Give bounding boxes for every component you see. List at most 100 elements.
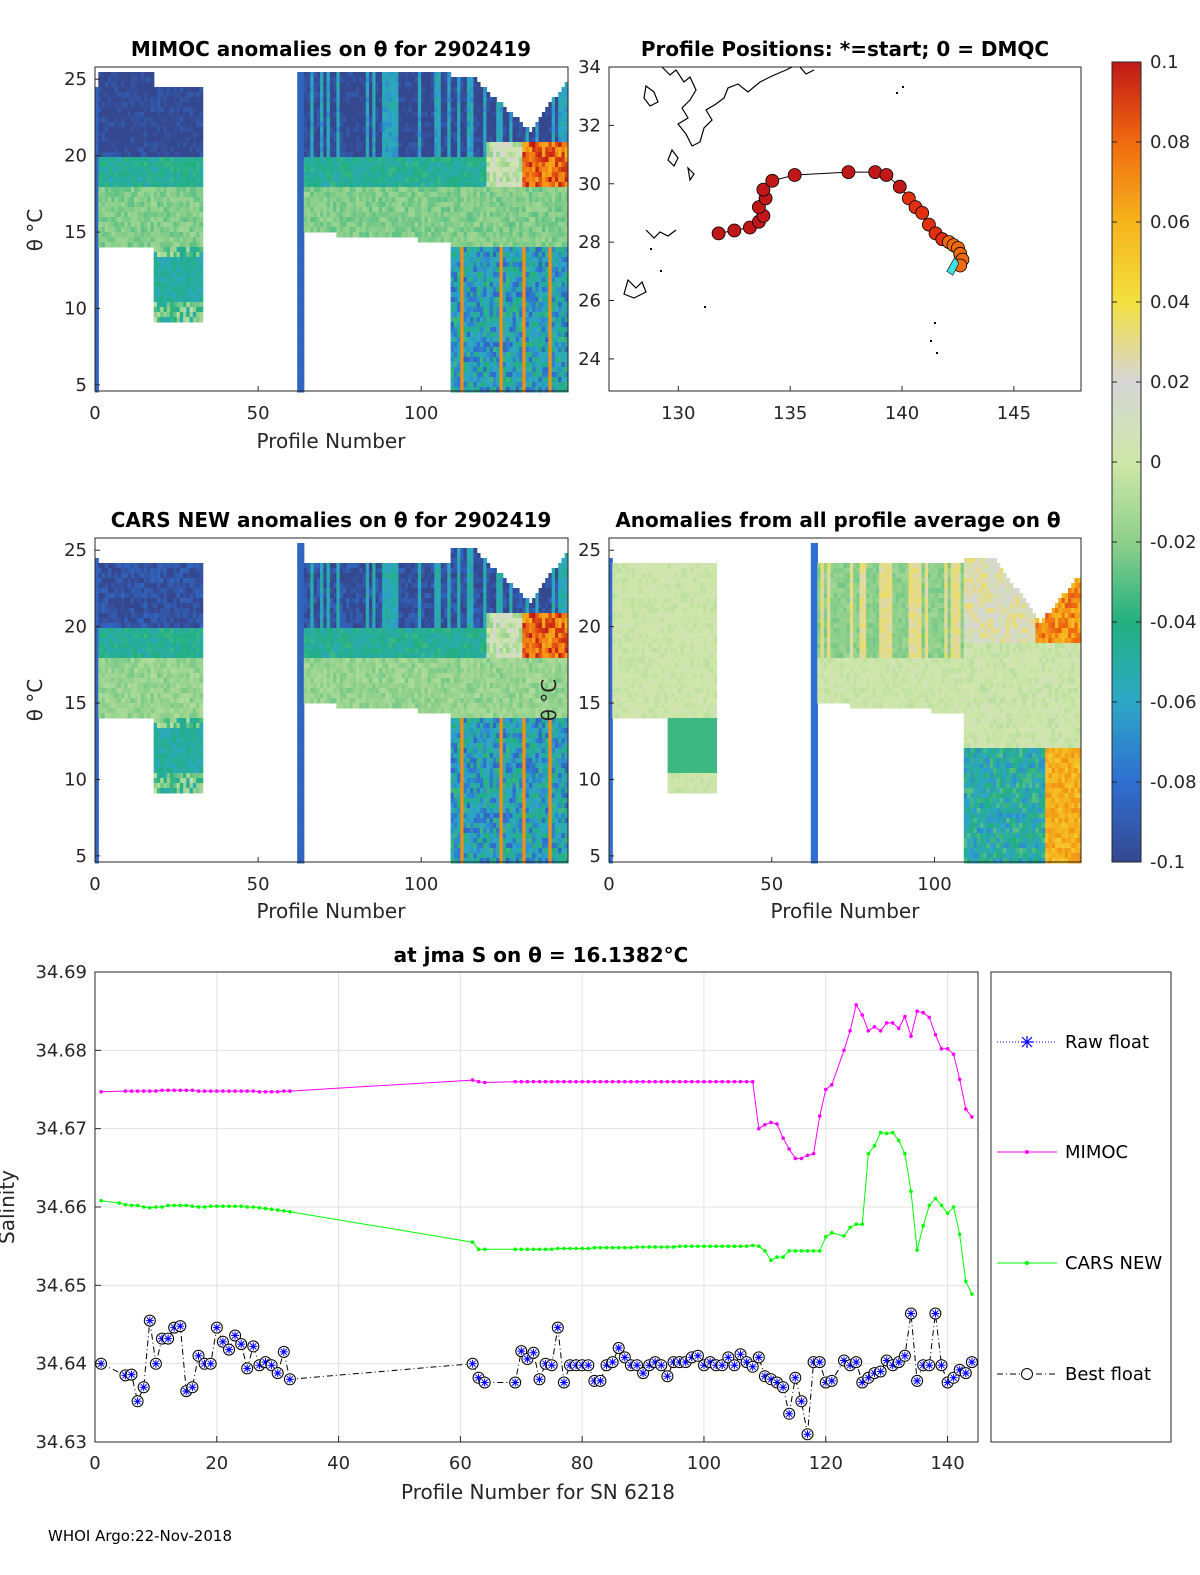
heat-cell: [199, 147, 203, 153]
heat-cell: [447, 107, 451, 113]
heat-cell: [516, 372, 520, 378]
heat-cell: [532, 237, 536, 243]
heat-cell: [473, 262, 477, 268]
heat-cell: [457, 362, 461, 368]
heat-cell: [128, 92, 132, 98]
heat-cell: [343, 157, 347, 163]
heat-cell: [486, 112, 490, 118]
heat-cell: [190, 157, 194, 163]
heat-cell: [186, 122, 190, 128]
heat-cell: [506, 227, 510, 233]
heat-cell: [147, 187, 151, 193]
heat-cell: [526, 377, 530, 383]
heat-cell: [526, 132, 530, 138]
heat-cell: [108, 222, 112, 228]
heat-cell: [552, 257, 556, 263]
heat-cell: [363, 232, 367, 238]
heat-cell: [323, 92, 327, 98]
heat-cell: [421, 132, 425, 138]
heat-cell: [402, 117, 406, 123]
heat-cell: [369, 152, 373, 158]
heat-cell: [111, 192, 115, 198]
heat-cell: [454, 292, 458, 298]
heat-cell: [392, 127, 396, 133]
heat-cell: [336, 82, 340, 88]
heat-cell: [297, 112, 301, 118]
heat-cell: [418, 177, 422, 183]
heat-cell: [477, 82, 481, 88]
heat-cell: [173, 302, 177, 308]
heat-cell: [297, 247, 301, 253]
heat-cell: [552, 142, 556, 148]
heat-cell: [395, 127, 399, 133]
heat-cell: [552, 117, 556, 123]
heat-cell: [539, 252, 543, 258]
heat-cell: [548, 292, 552, 298]
heat-cell: [516, 207, 520, 213]
heat-cell: [170, 272, 174, 278]
heat-cell: [444, 132, 448, 138]
heat-cell: [317, 222, 321, 228]
heat-cell: [190, 92, 194, 98]
heat-cell: [496, 212, 500, 218]
heat-cell: [421, 222, 425, 228]
heat-cell: [421, 112, 425, 118]
heat-cell: [102, 142, 106, 148]
heat-cell: [470, 212, 474, 218]
heat-cell: [111, 157, 115, 163]
heat-cell: [516, 137, 520, 143]
heat-cell: [102, 112, 106, 118]
heat-cell: [411, 132, 415, 138]
heat-cell: [301, 267, 305, 273]
heat-cell: [327, 117, 331, 123]
heat-cell: [532, 142, 536, 148]
heat-cell: [470, 182, 474, 188]
heat-cell: [137, 82, 141, 88]
heat-cell: [490, 312, 494, 318]
heat-cell: [428, 217, 432, 223]
heat-cell: [333, 87, 337, 93]
heat-cell: [186, 297, 190, 303]
heat-cell: [160, 172, 164, 178]
heat-cell: [369, 132, 373, 138]
heat-cell: [349, 187, 353, 193]
heat-cell: [186, 147, 190, 153]
heat-cell: [418, 127, 422, 133]
heat-cell: [144, 132, 148, 138]
heat-cell: [108, 157, 112, 163]
heat-cell: [95, 257, 99, 263]
heat-cell: [457, 387, 461, 393]
heat-cell: [490, 167, 494, 173]
heat-cell: [454, 97, 458, 103]
heat-cell: [108, 202, 112, 208]
heat-cell: [522, 387, 526, 393]
heat-cell: [108, 212, 112, 218]
heat-cell: [160, 232, 164, 238]
heat-cell: [379, 177, 383, 183]
heat-cell: [480, 97, 484, 103]
heat-cell: [301, 172, 305, 178]
heat-cell: [516, 342, 520, 348]
heat-cell: [301, 242, 305, 248]
heat-cell: [353, 132, 357, 138]
heat-cell: [144, 192, 148, 198]
heat-cell: [376, 142, 380, 148]
heat-cell: [490, 387, 494, 393]
heat-cell: [513, 217, 517, 223]
heat-cell: [454, 257, 458, 263]
heat-cell: [186, 202, 190, 208]
heat-cell: [154, 297, 158, 303]
heat-cell: [464, 177, 468, 183]
heat-cell: [513, 337, 517, 343]
heat-cell: [301, 322, 305, 328]
heat-cell: [363, 187, 367, 193]
heat-cell: [500, 142, 504, 148]
heat-cell: [186, 267, 190, 273]
heat-cell: [490, 282, 494, 288]
heat-cell: [327, 92, 331, 98]
heat-cell: [522, 357, 526, 363]
heat-cell: [376, 132, 380, 138]
heat-cell: [379, 222, 383, 228]
heat-cell: [297, 77, 301, 83]
heat-cell: [121, 227, 125, 233]
